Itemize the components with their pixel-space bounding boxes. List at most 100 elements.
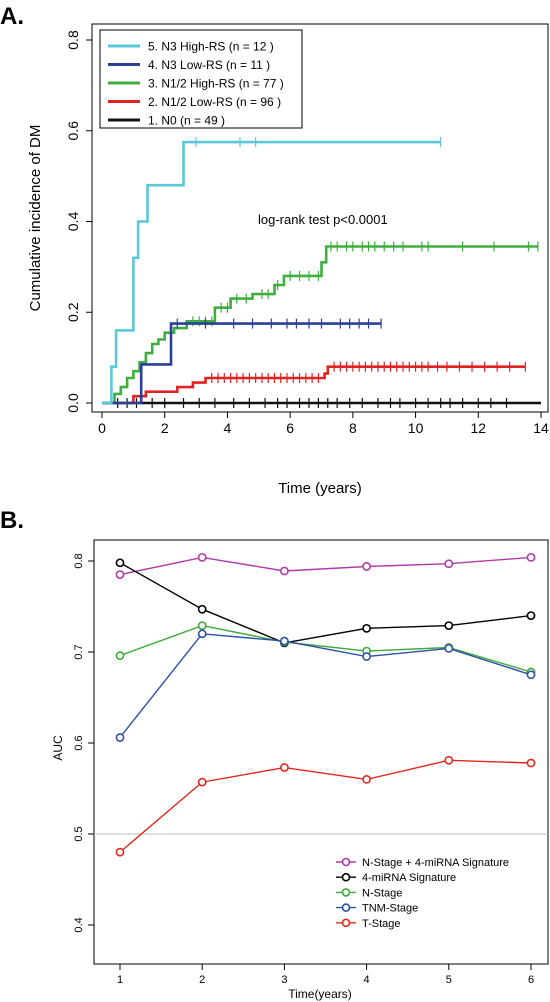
auc-point: [115, 733, 125, 742]
auc-point: [197, 621, 207, 631]
panel-b-y-axis-title: AUC: [51, 735, 65, 761]
panel-b-y-axis: 0.4 0.5 0.6 0.7 0.8: [73, 553, 94, 933]
series-t-stage: [115, 755, 536, 857]
legend-item-t-stage: T-Stage: [336, 918, 401, 930]
panel-a-label: A.: [0, 3, 24, 30]
panel-b-auc-plot: B. 0.4 0.5 0.6 0.7 0.8 1 2 3 4 5 6 AUC Time(years…: [0, 507, 549, 1001]
legend-label: 4. N3 Low-RS (n = 11 ): [148, 58, 270, 72]
panel-b-y-tick-label: 0.8: [73, 553, 85, 568]
panel-a-x-tick-label: 2: [161, 420, 169, 436]
panel-a-y-tick-label: 0.0: [65, 393, 81, 413]
panel-a-x-tick-label: 12: [470, 420, 486, 436]
auc-line: [119, 759, 532, 853]
panel-a-x-tick-label: 6: [286, 420, 294, 436]
auc-point: [444, 621, 454, 631]
legend-swatch-marker: [341, 888, 351, 897]
panel-a-y-tick-label: 0.2: [65, 302, 81, 322]
legend-label: TNM-Stage: [362, 903, 418, 915]
panel-a-y-tick-label: 0.6: [65, 121, 81, 141]
km-step-line: [102, 322, 382, 405]
legend-label: 3. N1/2 High-RS (n = 77 ): [148, 77, 284, 91]
auc-point: [197, 777, 207, 787]
panel-a-x-tick-label: 4: [224, 420, 232, 436]
panel-b-y-tick-label: 0.7: [73, 644, 85, 659]
auc-point: [115, 570, 125, 580]
series-2-n1-2-low-rs-n-96: [102, 361, 526, 405]
auc-point: [279, 763, 289, 772]
auc-point: [197, 552, 207, 562]
panel-b-y-tick-label: 0.5: [73, 826, 85, 841]
km-step-line: [102, 365, 526, 405]
legend-swatch-marker: [341, 903, 351, 912]
legend-item-1-n0-n-49: 1. N0 (n = 49 ): [108, 114, 225, 128]
panel-a-x-tick-label: 8: [349, 420, 357, 436]
legend-item-4-n3-low-rs-n-11: 4. N3 Low-RS (n = 11 ): [108, 58, 270, 72]
panel-a-y-tick-label: 0.8: [65, 30, 81, 50]
auc-line: [119, 633, 532, 738]
auc-point: [526, 552, 536, 562]
legend-swatch-marker: [341, 857, 351, 867]
auc-point: [362, 652, 371, 661]
series-tnm-stage: [115, 629, 536, 742]
legend-item-4-mirna-signature: 4-miRNA Signature: [336, 872, 456, 884]
panel-a-km-plot: A. 0.0 0.2 0.4 0.6 0.8 0 2 4 6 8 10 12 14 Cumulativ…: [0, 3, 549, 497]
panel-b-label: B.: [0, 507, 24, 534]
auc-point: [197, 604, 207, 614]
panel-b-x-tick-label: 2: [199, 974, 205, 986]
panel-b-y-tick-label: 0.4: [73, 917, 85, 932]
legend-swatch-marker: [341, 872, 351, 882]
legend-item-n-stage: N-Stage: [336, 887, 402, 899]
panel-b-plot-frame: [93, 539, 549, 965]
panel-b-x-tick-label: 3: [281, 974, 287, 986]
auc-point: [526, 611, 536, 620]
auc-point: [279, 566, 289, 576]
km-step-line: [102, 245, 538, 405]
legend-swatch-marker: [341, 918, 351, 928]
panel-b-series-group: [115, 552, 536, 857]
auc-line: [119, 562, 532, 644]
auc-point: [115, 558, 125, 568]
panel-a-x-tick-label: 0: [98, 420, 106, 436]
legend-label: N-Stage: [362, 887, 402, 899]
legend-label: T-Stage: [362, 918, 401, 930]
panel-b-x-tick-label: 5: [446, 974, 452, 986]
auc-point: [526, 758, 536, 768]
series-n-stage-4-mirna-signature: [115, 552, 536, 580]
legend-label: N-Stage + 4-miRNA Signature: [362, 857, 509, 869]
panel-b-x-axis-title: Time(years): [288, 987, 352, 1001]
panel-a-x-tick-label: 14: [533, 420, 549, 436]
panel-a-legend: 5. N3 High-RS (n = 12 ) 4. N3 Low-RS (n =…: [99, 29, 303, 129]
auc-point: [115, 847, 125, 857]
legend-label: 2. N1/2 Low-RS (n = 96 ): [148, 95, 281, 109]
auc-point: [444, 559, 454, 569]
auc-point: [362, 623, 371, 633]
panel-a-plot-frame: [91, 23, 549, 413]
km-step-line: [102, 140, 441, 405]
auc-point: [115, 651, 125, 661]
panel-b-legend: N-Stage + 4-miRNA Signature 4-miRNA Signa…: [336, 857, 509, 930]
series-5-n3-high-rs-n-12: [102, 137, 442, 405]
legend-item-3-n1-2-high-rs-n-77: 3. N1/2 High-RS (n = 77 ): [108, 77, 284, 91]
panel-a-y-axis-title: Cumulative incidence of DM: [27, 125, 44, 312]
auc-point: [279, 636, 289, 646]
auc-point: [444, 755, 454, 765]
panel-b-y-tick-label: 0.6: [73, 735, 85, 750]
auc-line: [119, 624, 532, 673]
log-rank-annotation: log-rank test p<0.0001: [258, 212, 388, 227]
series-4-n3-low-rs-n-11: [102, 318, 382, 405]
legend-label: 5. N3 High-RS (n = 12 ): [148, 40, 274, 54]
panel-a-x-tick-label: 10: [408, 420, 424, 436]
legend-item-tnm-stage: TNM-Stage: [336, 903, 418, 915]
legend-label: 1. N0 (n = 49 ): [148, 114, 225, 128]
legend-item-2-n1-2-low-rs-n-96: 2. N1/2 Low-RS (n = 96 ): [108, 95, 281, 109]
legend-label: 4-miRNA Signature: [362, 872, 456, 884]
panel-a-series-group: [102, 137, 541, 408]
panel-a-x-axis: 0 2 4 6 8 10 12 14: [98, 412, 549, 436]
panel-a-y-tick-label: 0.4: [65, 212, 81, 232]
panel-b-x-axis: 1 2 3 4 5 6: [117, 964, 534, 986]
auc-point: [444, 643, 454, 653]
auc-point: [197, 629, 207, 639]
panel-b-x-tick-label: 6: [528, 974, 534, 986]
auc-line: [119, 556, 532, 576]
